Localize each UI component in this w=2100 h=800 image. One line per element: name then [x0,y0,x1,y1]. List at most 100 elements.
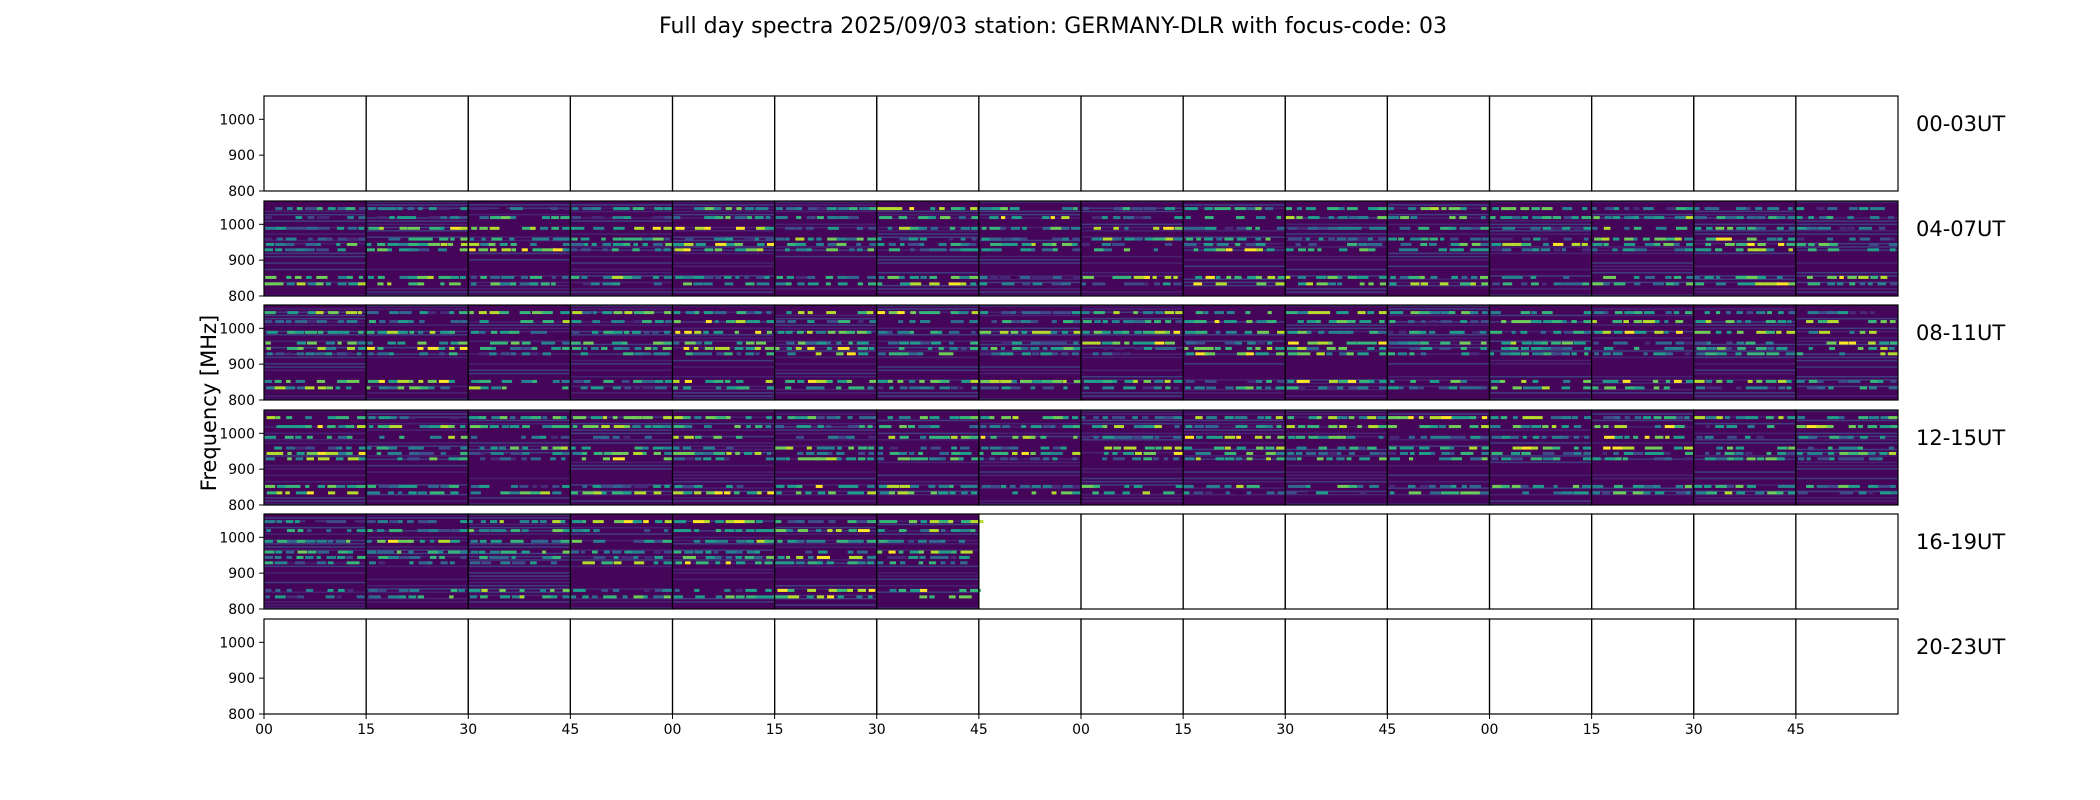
emission-band [1205,346,1214,350]
emission-band [285,386,296,390]
emission-band [1553,491,1567,495]
emission-band [766,330,773,334]
noise-line [876,230,979,232]
emission-band [397,379,410,383]
emission-band [478,248,489,252]
emission-band [961,520,974,524]
emission-band [1440,446,1450,450]
emission-band [815,484,823,488]
emission-band [1480,216,1486,220]
emission-band [805,226,814,230]
emission-band [1400,451,1409,455]
emission-band [377,539,386,543]
emission-band [1164,341,1175,345]
emission-band [1594,352,1599,356]
emission-band [1450,242,1464,246]
emission-band [326,386,333,390]
emission-band [428,520,437,524]
noise-line [876,607,979,609]
emission-band [1479,330,1487,334]
emission-band [1236,457,1242,461]
emission-band [1052,379,1063,383]
emission-band [848,341,853,345]
emission-band [1827,248,1840,252]
emission-band [1112,341,1121,345]
emission-band [287,451,292,455]
emission-band [613,425,627,429]
emission-band [1624,207,1630,211]
noise-line [774,439,877,441]
panel-frame [365,618,469,715]
emission-band [746,491,760,495]
noise-line [1693,372,1796,375]
noise-line [774,471,877,473]
emission-band [889,386,894,390]
emission-band [1521,341,1533,345]
emission-band [1849,330,1855,334]
emission-band [562,346,576,350]
emission-band [562,595,570,599]
emission-band [572,311,585,315]
noise-line [366,552,469,555]
emission-band [550,561,557,565]
noise-line [570,220,673,222]
emission-band [1563,216,1578,220]
emission-band [888,435,896,439]
noise-line [774,559,877,561]
emission-band [408,242,422,246]
emission-band [848,386,858,390]
emission-band [387,451,399,455]
emission-band [1287,226,1301,230]
emission-band [1420,237,1429,241]
emission-band [1716,346,1728,350]
emission-band [825,446,835,450]
emission-band [337,555,346,559]
emission-band [1419,446,1430,450]
noise-line [1285,477,1388,480]
emission-band [1308,435,1320,439]
emission-band [1612,216,1621,220]
noise-line [1081,291,1184,293]
emission-band [919,311,932,315]
emission-band [1103,346,1110,350]
noise-line [1387,252,1490,255]
emission-band [1052,248,1058,252]
row-label: 16-19UT [1916,530,2005,554]
emission-band [388,595,402,599]
emission-band [869,379,878,383]
emission-band [807,588,816,592]
emission-band [837,435,847,439]
emission-band [663,341,675,345]
emission-band [408,216,416,220]
spectrum-panel [1285,410,1392,505]
emission-band [1091,341,1101,345]
noise-line [264,363,367,365]
emission-band [1745,416,1759,420]
emission-band [437,550,444,554]
emission-band [1297,275,1307,279]
emission-band [1847,216,1854,220]
noise-line [1081,317,1184,320]
emission-band [929,275,937,279]
emission-band [1776,275,1783,279]
emission-band [969,425,979,429]
emission-band [1573,282,1584,286]
emission-band [787,320,796,324]
emission-band [1601,237,1610,241]
noise-line [1489,252,1592,255]
noise-line [774,588,877,590]
emission-band [1009,457,1018,461]
emission-band [929,520,943,524]
emission-band [775,346,780,350]
emission-band [1266,248,1275,252]
emission-band [1256,425,1268,429]
emission-band [1459,341,1471,345]
noise-line [264,607,367,609]
emission-band [807,282,819,286]
noise-line [1183,242,1286,245]
noise-line [1387,213,1490,216]
emission-band [307,237,313,241]
emission-band [655,320,664,324]
emission-band [1694,341,1707,345]
emission-band [1472,491,1481,495]
